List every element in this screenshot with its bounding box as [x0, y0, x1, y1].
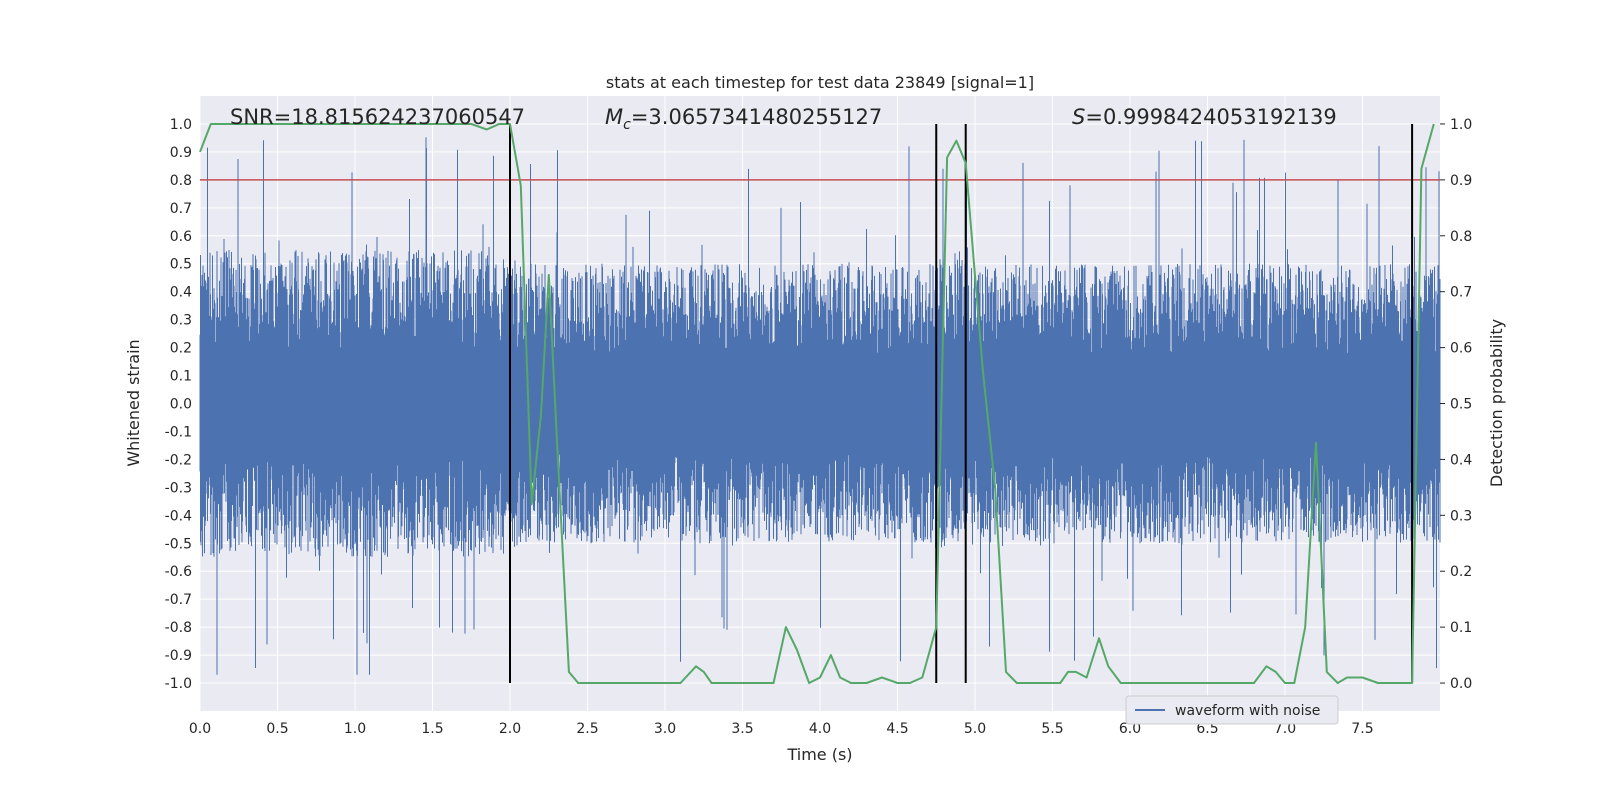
x-tick-label: 1.5: [421, 721, 443, 737]
y-tick-label: 0.1: [170, 369, 192, 385]
y2-tick-label: 0.7: [1450, 285, 1472, 301]
y-axis-label: Whitened strain: [124, 339, 143, 466]
x-tick-label: 6.5: [1196, 721, 1218, 737]
x-tick-label: 0.0: [189, 721, 211, 737]
y2-axis-label: Detection probability: [1487, 319, 1506, 487]
x-axis-label: Time (s): [786, 745, 852, 764]
y-tick-label: -0.9: [165, 648, 192, 664]
x-tick-label: 7.0: [1274, 721, 1296, 737]
y-tick-label: 0.9: [170, 145, 192, 161]
y-tick-label: -0.4: [165, 508, 192, 524]
y-tick-label: -0.1: [165, 424, 192, 440]
y2-tick-label: 0.0: [1450, 676, 1472, 692]
y2-tick-label: 0.4: [1450, 452, 1472, 468]
y-tick-label: 0.6: [170, 229, 192, 245]
y-tick-label: 0.8: [170, 173, 192, 189]
x-tick-label: 6.0: [1119, 721, 1141, 737]
y2-tick-label: 0.6: [1450, 341, 1472, 357]
y-tick-label: 0.3: [170, 313, 192, 329]
y-tick-label: -0.7: [165, 592, 192, 608]
y2-tick-label: 0.5: [1450, 397, 1472, 413]
x-tick-label: 3.5: [731, 721, 753, 737]
y-tick-label: -0.8: [165, 620, 192, 636]
y-tick-label: -0.5: [165, 536, 192, 552]
x-tick-label: 2.5: [576, 721, 598, 737]
y2-tick-label: 0.2: [1450, 564, 1472, 580]
waveform-trace: [199, 137, 1441, 675]
x-tick-label: 5.5: [1041, 721, 1063, 737]
y-tick-label: 1.0: [170, 117, 192, 133]
y2-tick-label: 0.3: [1450, 508, 1472, 524]
chirp-mass-value: =3.0657341480255127: [631, 105, 882, 129]
y-tick-label: -0.6: [165, 564, 192, 580]
y-tick-label: 0.7: [170, 201, 192, 217]
snr-annotation: SNR=18.815624237060547: [230, 105, 525, 129]
s-value: =0.9998424053192139: [1085, 105, 1336, 129]
x-tick-label: 3.0: [654, 721, 676, 737]
s-annotation: S=0.9998424053192139: [1072, 105, 1337, 129]
y-tick-label: 0.0: [170, 397, 192, 413]
chart-title: stats at each timestep for test data 238…: [606, 73, 1034, 92]
legend: waveform with noise: [1125, 695, 1339, 725]
y-tick-label: -0.3: [165, 480, 192, 496]
legend-box: [1125, 695, 1339, 725]
y-tick-label: 0.5: [170, 257, 192, 273]
waveform-series: [199, 137, 1441, 675]
ticks: 0.0 0.5 1.0 1.5 2.0 2.5 3.0 3.5 4.0 4.5 5.0 5.5 6.0 6…: [165, 117, 1473, 737]
y2-tick-label: 0.1: [1450, 620, 1472, 636]
x-tick-label: 2.0: [499, 721, 521, 737]
x-tick-label: 4.5: [886, 721, 908, 737]
x-tick-label: 0.5: [266, 721, 288, 737]
y-tick-label: 0.2: [170, 341, 192, 357]
x-tick-label: 5.0: [964, 721, 986, 737]
x-tick-label: 4.0: [809, 721, 831, 737]
y2-tick-label: 0.9: [1450, 173, 1472, 189]
y-tick-label: -0.2: [165, 452, 192, 468]
y-tick-label: 0.4: [170, 285, 192, 301]
x-tick-label: 7.5: [1351, 721, 1373, 737]
y2-tick-label: 1.0: [1450, 117, 1472, 133]
chirp-mass-annotation: Mc=3.0657341480255127: [605, 105, 882, 133]
y-tick-label: -1.0: [165, 676, 192, 692]
legend-label: waveform with noise: [1175, 703, 1320, 719]
y2-tick-label: 0.8: [1450, 229, 1472, 245]
x-tick-label: 1.0: [344, 721, 366, 737]
detection-probability-series: [199, 123, 1435, 684]
